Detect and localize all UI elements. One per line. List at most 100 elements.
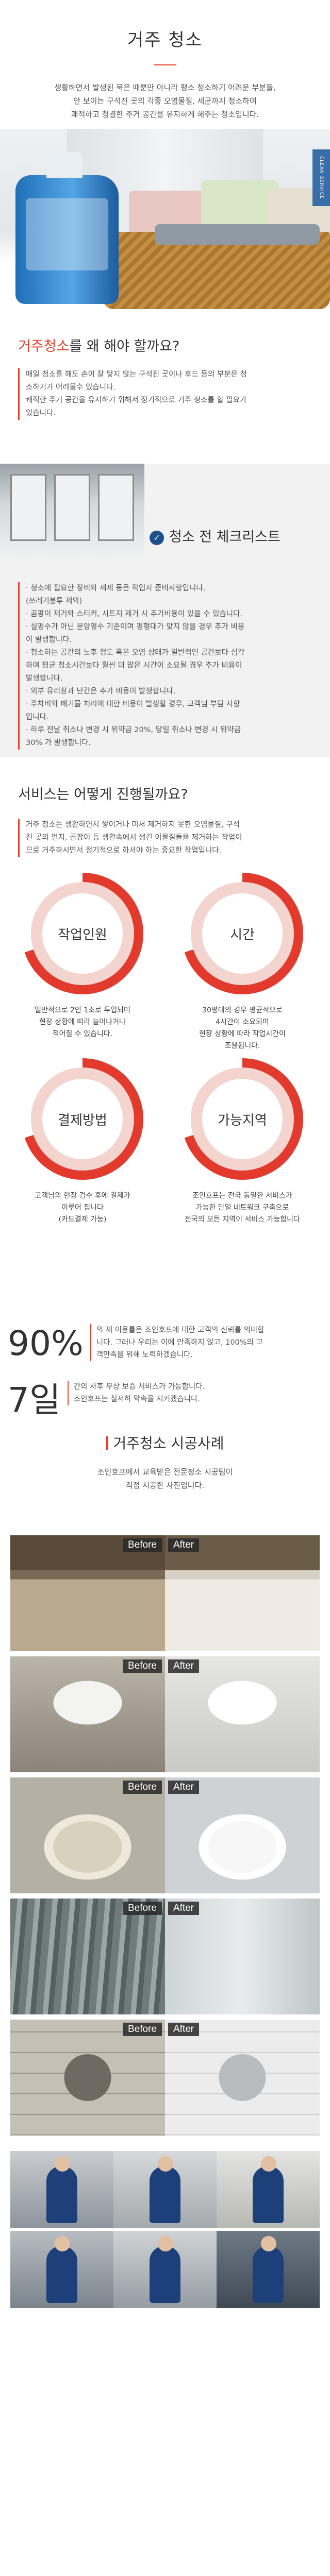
- header-line-2: 안 보이는 구석진 곳의 각종 오염물질, 세균까지 청소하여: [73, 96, 257, 106]
- circle-label: 시간: [230, 927, 255, 943]
- circle-desc-line: 가능한 단일 네트워크 구축으로: [195, 1204, 289, 1212]
- worker-figure: [253, 2246, 284, 2303]
- window-pane: [54, 474, 90, 541]
- why-title-accent: 거주청소: [18, 338, 70, 354]
- check-circle-icon: ✓: [150, 531, 164, 545]
- checklist-item: (쓰레기봉투 제외): [26, 597, 82, 605]
- worker-head: [55, 2156, 70, 2172]
- why-line-4: 있습니다.: [26, 409, 56, 417]
- case-pair-toilet: Before After: [10, 1656, 320, 1772]
- circle-desc-line: 고객님의 현장 검수 후에 결제가: [35, 1192, 130, 1200]
- circle-region: 가능지역 조인호프는 전국 동일한 서비스가 가능한 단일 네트워크 구축으로 …: [165, 1058, 320, 1226]
- worker-head: [261, 2156, 276, 2172]
- stat-text-line: 조인호프는 철저히 약속을 지키겠습니다.: [73, 1395, 201, 1403]
- worker-head: [158, 2236, 173, 2251]
- stat-text-line: 의 재 이용률은 조인호프에 대한 고객의 신뢰를 의미합: [96, 1326, 265, 1334]
- worker-photos: [10, 2151, 320, 2311]
- circle-desc: 일반적으로 2인 1조로 투입되며 현장 상황에 따라 늘어나거나 적어질 수 …: [5, 1005, 160, 1040]
- worker-photo: [10, 2151, 113, 2228]
- circle-desc-line: 30평대의 경우 평균적으로: [202, 1006, 283, 1014]
- ring-graphic: 결제방법: [22, 1058, 143, 1180]
- checklist-item: · 곰팡이 제거와 스티커, 시트지 제거 시 추가비용이 있을 수 있습니다.: [26, 610, 243, 618]
- ring-graphic: 시간: [182, 873, 303, 994]
- after-label: After: [168, 1659, 200, 1673]
- worker-head: [158, 2156, 173, 2172]
- hero-image: [0, 129, 330, 314]
- worker-head: [261, 2236, 276, 2251]
- before-photo: Before: [10, 1535, 165, 1651]
- how-intro-line: 진 곳의 먼지, 곰팡이 등 생활속에서 생긴 이물질들을 제거하는 작업이: [26, 834, 242, 842]
- cases-title: 거주청소 시공사례: [0, 1432, 330, 1453]
- side-tab[interactable]: CLEAN SERVICE: [312, 149, 330, 206]
- checklist-list: · 청소에 필요한 장비와 세제 등은 작업자 준비사항입니다. (쓰레기봉투 …: [18, 582, 320, 750]
- after-label: After: [168, 1781, 200, 1794]
- circle-label: 결제방법: [58, 1113, 107, 1128]
- case-pair-sink: Before After: [10, 1777, 320, 1893]
- checklist-item: 이 발생합니다.: [26, 636, 72, 644]
- checklist-item: · 주차비와 폐기물 처리에 대한 비용이 발생할 경우, 고객님 부담 사항: [26, 700, 240, 708]
- circle-desc: 고객님의 현장 검수 후에 결제가 이루어 집니다 (카드결제 가능): [5, 1190, 160, 1226]
- stat-text: 의 재 이용률은 조인호프에 대한 고객의 신뢰를 의미합 니다. 그러나 우리…: [90, 1324, 265, 1361]
- worker-photo: [217, 2231, 320, 2308]
- circle-desc-line: (카드결제 가능): [58, 1215, 107, 1224]
- circle-desc: 30평대의 경우 평균적으로 4시간이 소요되며 현장 상황에 따라 작업시간이…: [165, 1005, 320, 1052]
- checklist-item: · 하루 전날 취소나 변경 시 위약금 20%, 당일 취소나 변경 시 위약…: [26, 726, 241, 734]
- circle-desc-line: 이루어 집니다: [61, 1204, 104, 1212]
- case-pair-shower: Before After: [10, 1899, 320, 2014]
- how-intro-line: 거주 청소는 생활하면서 쌓이거나 미처 제거하지 못한 오염물질, 구석: [26, 821, 240, 829]
- checklist-item: 발생합니다.: [26, 674, 63, 683]
- stat-text-line: 객만족을 위해 노력하겠습니다.: [96, 1351, 193, 1359]
- case-pair-floor: Before After: [10, 1535, 320, 1651]
- cases-sub-line: 직접 시공한 사진입니다.: [125, 1481, 205, 1490]
- towel-grey: [155, 224, 320, 245]
- worker-photo: [113, 2151, 217, 2228]
- circle-payment: 결제방법 고객님의 현장 검수 후에 결제가 이루어 집니다 (카드결제 가능): [5, 1058, 160, 1226]
- why-line-2: 소하기가 어려울수 있습니다.: [26, 383, 116, 392]
- how-title: 서비스는 어떻게 진행될까요?: [18, 787, 188, 803]
- after-label: After: [168, 1538, 200, 1552]
- cases-sub-line: 조인호프에서 교육받은 전문청소 시공팀이: [97, 1467, 233, 1477]
- circle-desc-line: 조인호프는 전국 동일한 서비스가: [192, 1192, 292, 1200]
- stat-number: 90%: [8, 1324, 84, 1363]
- ring-graphic: 가능지역: [182, 1058, 303, 1180]
- checklist-item: · 외부 유리창과 난간은 추가 비용이 발생합니다.: [26, 687, 176, 696]
- cases-section: 거주청소 시공사례 조인호프에서 교육받은 전문청소 시공팀이 직접 시공한 사…: [0, 1432, 330, 2452]
- circle-desc-line: 현장 상황에 따라 작업시간이: [199, 1030, 286, 1038]
- worker-figure: [253, 2166, 284, 2223]
- before-photo: Before: [10, 1899, 165, 2014]
- why-line-3: 쾌적한 주거 공간을 유지하기 위해서 정기적으로 거주 청소를 할 필요가: [26, 396, 247, 404]
- circle-desc-line: 4시간이 소요되며: [216, 1018, 269, 1026]
- checklist-item: · 청소에 필요한 장비와 세제 등은 작업자 준비사항입니다.: [26, 584, 206, 592]
- circle-desc-line: 조율됩니다.: [224, 1042, 260, 1050]
- header-line-3: 쾌적하고 청결한 주거 공간을 유지하게 해주는 청소입니다.: [71, 110, 259, 119]
- header-line-1: 생활하면서 발생된 묵은 때뿐만 아니라 평소 청소하기 어려운 부분들,: [54, 83, 276, 92]
- circle-time: 시간 30평대의 경우 평균적으로 4시간이 소요되며 현장 상황에 따라 작업…: [165, 873, 320, 1052]
- worker-figure: [46, 2246, 77, 2303]
- checklist-item: 입니다.: [26, 713, 49, 721]
- circle-workers: 작업인원 일반적으로 2인 1조로 투입되며 현장 상황에 따라 늘어나거나 적…: [5, 873, 160, 1040]
- ring-graphic: 작업인원: [22, 873, 143, 994]
- window-photo: [0, 464, 144, 567]
- circle-label: 가능지역: [218, 1113, 267, 1128]
- after-photo: After: [165, 1656, 320, 1772]
- circle-desc: 조인호프는 전국 동일한 서비스가 가능한 단일 네트워크 구축으로 전국의 모…: [165, 1190, 320, 1226]
- checklist-item: · 청소하는 공간의 노후 정도 혹은 오염 상태가 일반적인 공간보다 심각: [26, 649, 245, 657]
- worker-photo: [10, 2231, 113, 2308]
- circle-desc-line: 일반적으로 2인 1조로 투입되며: [35, 1006, 130, 1014]
- why-section: 거주청소를 왜 해야 할까요? 매일 청소를 해도 손이 잘 닿지 않는 구석진…: [0, 314, 330, 464]
- why-title-rest: 를 왜 해야 할까요?: [69, 338, 180, 354]
- window-pane: [98, 474, 134, 541]
- after-label: After: [168, 2023, 200, 2036]
- checklist-section: ✓ 청소 전 체크리스트 · 청소에 필요한 장비와 세제 등은 작업자 준비사항…: [0, 464, 330, 757]
- before-label: Before: [123, 1538, 162, 1552]
- page-title: 거주 청소: [127, 30, 203, 50]
- cases-title-text: 거주청소 시공사례: [113, 1435, 224, 1452]
- after-label: After: [168, 1902, 200, 1915]
- before-label: Before: [123, 1902, 162, 1915]
- stat-reuse-rate: 90% 의 재 이용률은 조인호프에 대한 고객의 신뢰를 의미합 니다. 그러…: [8, 1324, 265, 1363]
- before-photo: Before: [10, 1777, 165, 1893]
- circle-desc-line: 현장 상황에 따라 늘어나거나: [39, 1018, 126, 1026]
- checklist-item: 하여 평균 청소시간보다 훨씬 더 많은 시간이 소요될 경우 추가 비용이: [26, 662, 242, 670]
- stat-text-line: 간의 사후 무상 보증 서비스가 가능합니다.: [73, 1383, 205, 1391]
- how-intro-line: 므로 거주하시면서 정기적으로 하셔야 하는 중요한 작업입니다.: [26, 846, 222, 855]
